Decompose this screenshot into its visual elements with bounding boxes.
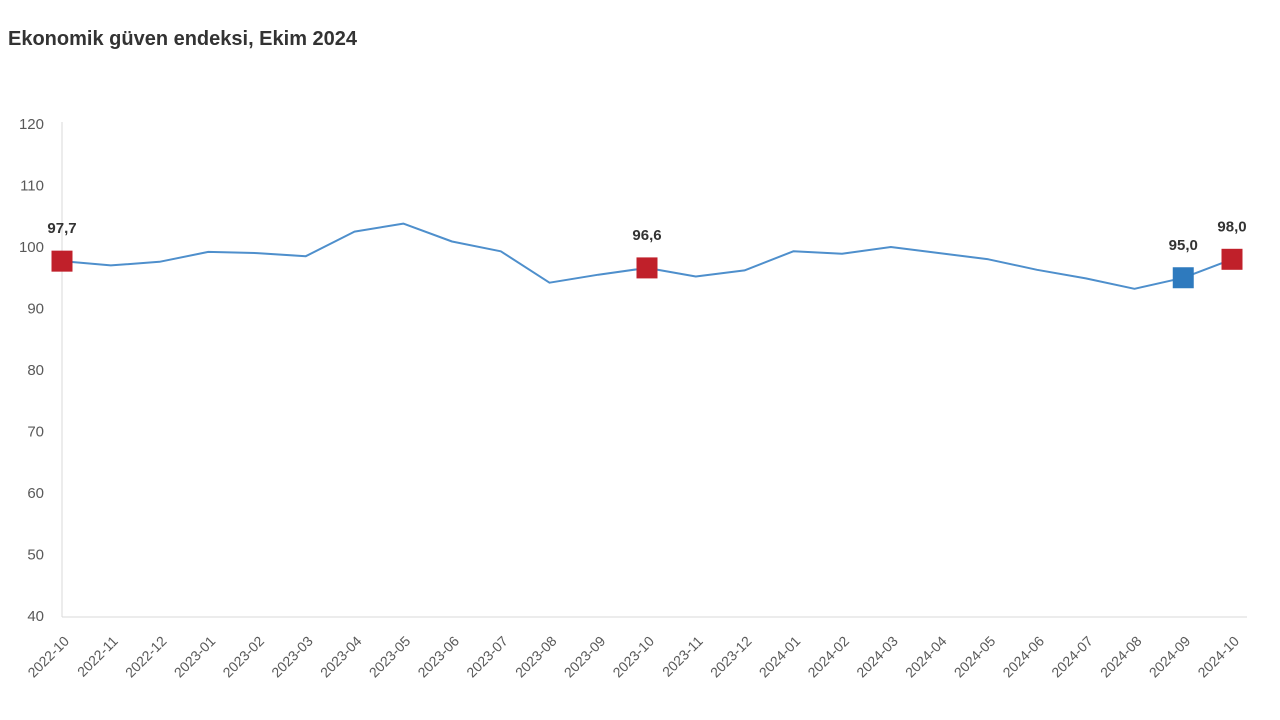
data-point-label: 95,0: [1169, 237, 1198, 254]
x-axis-tick-label: 2023-08: [512, 633, 560, 681]
data-point-marker[interactable]: [636, 257, 658, 279]
data-point-marker[interactable]: [1172, 267, 1194, 289]
x-axis-tick-label: 2023-07: [463, 633, 511, 681]
x-axis-tick-label: 2024-04: [902, 633, 950, 681]
x-axis-tick-label: 2024-06: [999, 633, 1047, 681]
x-axis-tick-label: 2024-03: [853, 633, 901, 681]
x-axis-tick-label: 2023-03: [268, 633, 316, 681]
y-axis-tick-label: 60: [27, 485, 44, 502]
x-axis-tick-label: 2023-04: [317, 633, 365, 681]
x-axis-tick-label: 2024-08: [1097, 633, 1145, 681]
y-axis-tick-label: 70: [27, 424, 44, 441]
y-axis-tick-label: 90: [27, 301, 44, 318]
data-point-label: 98,0: [1217, 218, 1246, 235]
data-point-marker[interactable]: [51, 250, 73, 272]
x-axis-tick-label: 2022-11: [74, 633, 121, 680]
x-axis-tick-label: 2023-02: [219, 633, 267, 681]
x-axis-tick-label: 2022-12: [122, 633, 170, 681]
data-point-label: 96,6: [632, 227, 661, 244]
x-axis-tick-label: 2024-05: [951, 633, 999, 681]
y-axis-tick-label: 50: [27, 547, 44, 564]
x-axis-tick-label: 2023-05: [366, 633, 414, 681]
x-axis-tick-label: 2023-12: [707, 633, 755, 681]
x-axis-tick-label: 2024-02: [804, 633, 852, 681]
x-axis-tick-label: 2023-10: [609, 633, 657, 681]
data-point-label: 97,7: [47, 220, 76, 237]
y-axis-tick-label: 100: [19, 239, 44, 256]
y-axis-tick-label: 120: [19, 116, 44, 133]
x-axis-tick-label: 2023-06: [414, 633, 462, 681]
data-point-marker[interactable]: [1221, 248, 1243, 270]
y-axis-tick-label: 110: [20, 178, 44, 195]
x-axis-tick-label: 2024-10: [1194, 633, 1242, 681]
x-axis-tick-label: 2024-07: [1048, 633, 1096, 681]
x-axis-tick-label: 2023-09: [561, 633, 609, 681]
x-axis-tick-label: 2023-11: [659, 633, 706, 680]
x-axis-tick-label: 2022-10: [24, 633, 72, 681]
y-axis-tick-label: 80: [27, 362, 44, 379]
x-axis-tick-label: 2024-01: [756, 633, 804, 681]
x-axis-tick-label: 2023-01: [171, 633, 219, 681]
x-axis-tick-label: 2024-09: [1146, 633, 1194, 681]
y-axis-tick-label: 40: [27, 608, 44, 625]
chart-title: Ekonomik güven endeksi, Ekim 2024: [8, 28, 358, 50]
